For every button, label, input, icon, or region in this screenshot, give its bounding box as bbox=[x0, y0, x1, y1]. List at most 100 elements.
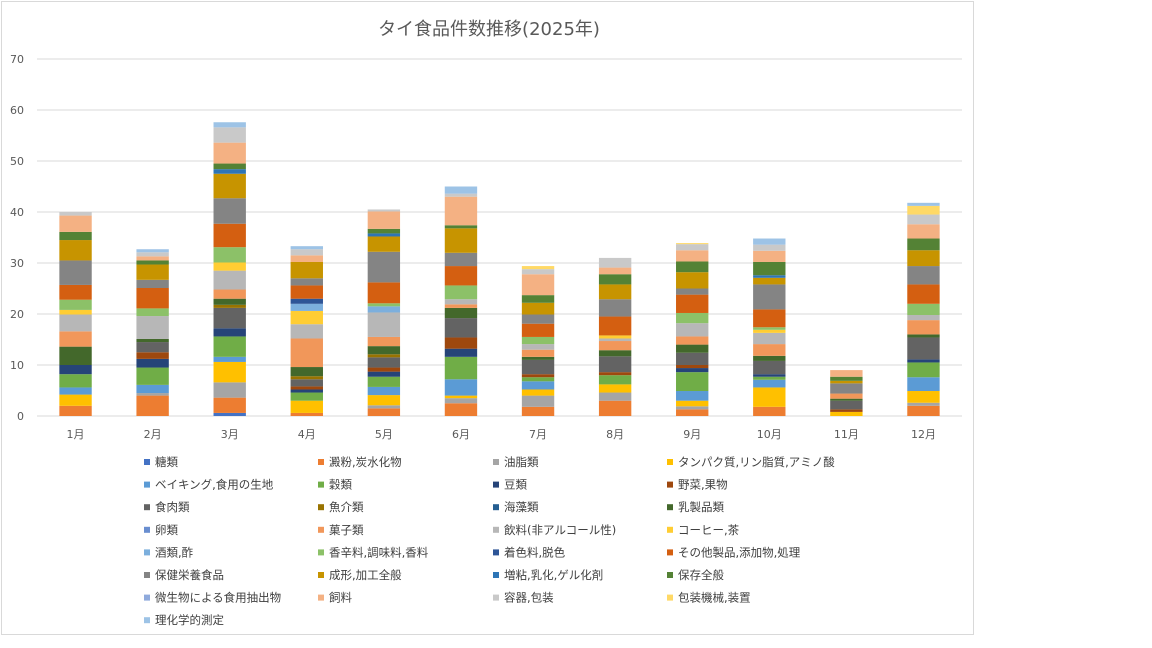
bar-segment bbox=[59, 215, 92, 232]
bar-segment bbox=[676, 406, 709, 410]
legend-swatch bbox=[318, 504, 324, 511]
x-tick-label: 2月 bbox=[144, 428, 162, 441]
bar-segment bbox=[59, 284, 92, 300]
bar-segment bbox=[136, 342, 169, 353]
bar-segment bbox=[676, 288, 709, 295]
bar-segment bbox=[367, 282, 401, 304]
bar-segment bbox=[521, 266, 555, 270]
bar-segment bbox=[136, 338, 169, 343]
legend-item: 澱粉,炭水化物 bbox=[318, 455, 402, 469]
bar-segment bbox=[444, 196, 478, 226]
bar-segment bbox=[521, 349, 555, 357]
bar-segment bbox=[753, 387, 786, 407]
legend-label: 食肉類 bbox=[155, 500, 190, 514]
legend-item: 魚介類 bbox=[318, 500, 364, 514]
legend-item: 海藻類 bbox=[493, 500, 539, 514]
bar-segment bbox=[598, 400, 632, 416]
bar-segment bbox=[290, 400, 323, 413]
bar-segment bbox=[59, 394, 92, 406]
bar-segment bbox=[444, 225, 478, 229]
bar-segment bbox=[59, 309, 92, 315]
bar-segment bbox=[753, 376, 786, 380]
bar-segment bbox=[521, 359, 555, 375]
bar-segment bbox=[521, 395, 555, 407]
bar-segment bbox=[830, 370, 863, 377]
bar-segment bbox=[753, 327, 786, 330]
bar-segment bbox=[59, 299, 92, 310]
bar-segment bbox=[753, 284, 786, 310]
y-tick-label: 30 bbox=[10, 257, 24, 270]
bar-segment bbox=[830, 380, 863, 384]
bar-segment bbox=[136, 260, 169, 265]
bar-segment bbox=[213, 356, 246, 362]
y-tick-label: 20 bbox=[10, 308, 24, 321]
bar-segment bbox=[367, 386, 401, 396]
bar-segment bbox=[367, 251, 401, 283]
bar-segment bbox=[213, 198, 246, 224]
bar-segment bbox=[753, 309, 786, 328]
bar-segment bbox=[444, 318, 478, 338]
legend-label: 乳製品類 bbox=[678, 500, 724, 514]
bar-segment bbox=[676, 365, 709, 369]
bar-segment bbox=[676, 294, 709, 313]
bar-segment bbox=[907, 266, 940, 285]
bar-segment bbox=[676, 244, 709, 251]
bar-segment bbox=[598, 375, 632, 385]
x-tick-label: 8月 bbox=[606, 428, 624, 441]
bar-segment bbox=[753, 238, 786, 245]
bar-segment bbox=[753, 379, 786, 388]
legend-label: 成形,加工全般 bbox=[329, 568, 402, 582]
bar-segment bbox=[213, 127, 246, 143]
bar-segment bbox=[59, 346, 92, 365]
legend-item: 豆類 bbox=[493, 478, 527, 492]
bar-segment bbox=[367, 209, 401, 212]
bar-segment bbox=[830, 398, 863, 401]
bar-segment bbox=[213, 307, 246, 329]
bar-segment bbox=[907, 284, 940, 304]
x-tick-label: 3月 bbox=[221, 428, 239, 441]
bar-segment bbox=[136, 384, 169, 394]
bar-segment bbox=[367, 346, 401, 355]
bar-segment bbox=[753, 360, 786, 375]
bar-segment bbox=[676, 323, 709, 337]
legend-item: 糖類 bbox=[144, 455, 178, 469]
bar-segment bbox=[444, 307, 478, 319]
bar-segment bbox=[59, 240, 92, 261]
legend-item: 保健栄養食品 bbox=[144, 568, 224, 582]
bar-segment bbox=[136, 395, 169, 416]
bar-segment bbox=[830, 393, 863, 399]
bar-segment bbox=[213, 412, 246, 416]
legend-swatch bbox=[144, 617, 150, 624]
bar-segment bbox=[444, 403, 478, 416]
bar-segment bbox=[598, 356, 632, 373]
x-tick-label: 12月 bbox=[911, 428, 936, 441]
bar-segment bbox=[136, 316, 169, 339]
bar-segment bbox=[753, 277, 786, 285]
legend-label: 豆類 bbox=[504, 478, 527, 492]
stacked-bar-chart: タイ食品件数推移(2025年) 0 10 20 30 40 50 60 70 1月 2月 3月 4月… bbox=[10, 19, 962, 627]
legend-label: 飲料(非アルコール性) bbox=[504, 523, 616, 537]
x-axis-tick-labels: 1月 2月 3月 4月 5月 6月 7月 8月 9月 10月 11月 12月 bbox=[67, 428, 936, 441]
legend-item: 飼料 bbox=[318, 591, 352, 605]
bar-segment bbox=[907, 377, 940, 392]
legend-item: 菓子類 bbox=[318, 523, 364, 537]
bar-segment bbox=[367, 306, 401, 313]
legend-label: 野菜,果物 bbox=[678, 478, 728, 492]
bar-segment bbox=[290, 392, 323, 401]
bar-segment bbox=[444, 193, 478, 197]
bar-segment bbox=[213, 122, 246, 128]
legend-swatch bbox=[144, 459, 150, 465]
bar-segment bbox=[521, 314, 555, 324]
bar-segment bbox=[444, 356, 478, 380]
legend-label: コーヒー,茶 bbox=[678, 523, 740, 537]
bar-segment bbox=[290, 367, 323, 377]
legend-swatch bbox=[667, 504, 673, 511]
bar-segment bbox=[676, 312, 709, 324]
bar-segment bbox=[521, 406, 555, 416]
legend-item: 理化学的測定 bbox=[144, 613, 224, 627]
legend-label: 保健栄養食品 bbox=[155, 568, 224, 582]
bar-segment bbox=[367, 211, 401, 229]
bar-segment bbox=[213, 336, 246, 357]
bar-segment bbox=[290, 386, 323, 390]
